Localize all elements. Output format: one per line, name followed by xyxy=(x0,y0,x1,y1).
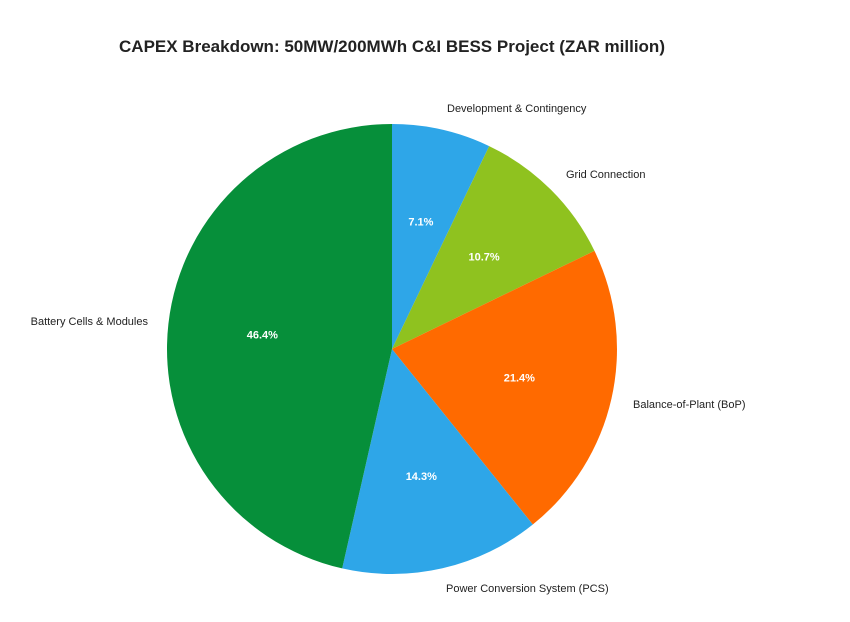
percent-label: 7.1% xyxy=(408,217,433,229)
category-label: Battery Cells & Modules xyxy=(31,316,149,328)
chart-title: CAPEX Breakdown: 50MW/200MWh C&I BESS Pr… xyxy=(119,37,665,56)
category-label: Power Conversion System (PCS) xyxy=(446,583,609,595)
percent-label: 10.7% xyxy=(468,252,499,264)
category-label: Grid Connection xyxy=(566,169,646,181)
pie-slice xyxy=(392,124,490,349)
category-labels: Development & Contingency Grid Connection… xyxy=(31,103,746,595)
pie-slice xyxy=(392,250,617,525)
percent-label: 46.4% xyxy=(247,329,278,341)
percent-label: 21.4% xyxy=(504,373,535,385)
pie-slice xyxy=(342,349,533,574)
percent-labels: 7.1% 10.7% 21.4% 14.3% 46.4% xyxy=(247,217,535,483)
pie-slice xyxy=(392,146,595,349)
category-label: Development & Contingency xyxy=(447,103,587,115)
percent-label: 14.3% xyxy=(406,471,437,483)
category-label: Balance-of-Plant (BoP) xyxy=(633,399,746,411)
pie-slice xyxy=(167,124,392,569)
pie-slices xyxy=(167,124,617,574)
